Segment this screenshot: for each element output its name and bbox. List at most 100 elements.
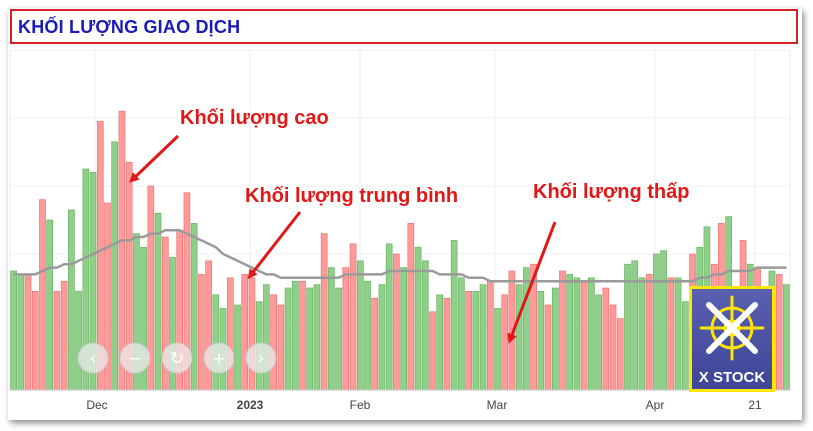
volume-bar-down[interactable]: [277, 304, 285, 391]
volume-bar-down[interactable]: [559, 270, 566, 391]
volume-bar-up[interactable]: [494, 308, 501, 391]
svg-text:−: −: [128, 349, 142, 369]
volume-bar-down[interactable]: [501, 294, 509, 391]
svg-text:‹: ‹: [90, 349, 97, 369]
volume-bar-down[interactable]: [645, 274, 653, 391]
volume-bar-down[interactable]: [299, 280, 306, 391]
volume-bar-up[interactable]: [450, 240, 458, 391]
volume-bar-down[interactable]: [580, 280, 588, 391]
volume-bar-down[interactable]: [241, 274, 249, 391]
volume-bar-down[interactable]: [544, 304, 552, 391]
volume-bar-down[interactable]: [429, 311, 436, 391]
volume-bar-down[interactable]: [226, 277, 234, 391]
volume-bar-down[interactable]: [465, 291, 472, 391]
chevron-right-icon[interactable]: ›: [245, 342, 277, 374]
volume-bar-up[interactable]: [263, 284, 270, 391]
volume-bar-up[interactable]: [356, 260, 364, 391]
volume-bar-up[interactable]: [638, 277, 646, 391]
volume-bar-down[interactable]: [407, 223, 415, 391]
volume-bar-down[interactable]: [198, 274, 205, 391]
volume-bar-up[interactable]: [681, 301, 689, 391]
x-tick-label: 21: [748, 398, 762, 412]
volume-bar-up[interactable]: [537, 291, 545, 391]
zoom-controls: ‹ − ↻ + ›: [77, 342, 277, 374]
volume-bar-down[interactable]: [342, 267, 350, 391]
annotation-high: Khối lượng cao: [180, 107, 329, 129]
volume-bar-up[interactable]: [653, 253, 660, 391]
volume-bar-down[interactable]: [39, 199, 46, 391]
volume-bar-down[interactable]: [248, 277, 256, 391]
volume-bar-up[interactable]: [472, 291, 480, 391]
volume-bar-down[interactable]: [31, 291, 39, 391]
volume-bar-up[interactable]: [154, 212, 162, 391]
volume-bar-up[interactable]: [421, 260, 429, 391]
volume-bar-up[interactable]: [17, 274, 25, 391]
volume-bar-up[interactable]: [660, 250, 667, 391]
volume-bar-up[interactable]: [335, 287, 342, 391]
volume-bar-up[interactable]: [306, 287, 314, 391]
volume-bar-down[interactable]: [60, 280, 68, 391]
volume-bar-up[interactable]: [313, 284, 321, 391]
page-title: KHỐI LƯỢNG GIAO DỊCH: [18, 17, 241, 37]
average-volume-arrow: [247, 211, 302, 280]
volume-bar-up[interactable]: [458, 277, 465, 391]
volume-bar-up[interactable]: [328, 267, 335, 391]
volume-bar-down[interactable]: [320, 233, 328, 391]
volume-bar-up[interactable]: [783, 284, 790, 391]
volume-bar-up[interactable]: [364, 280, 371, 391]
volume-bar-up[interactable]: [111, 141, 119, 391]
volume-bar-up[interactable]: [566, 274, 574, 391]
xstock-logo: X STOCK: [689, 286, 775, 392]
volume-bar-up[interactable]: [515, 284, 523, 391]
zoom-in-icon[interactable]: +: [203, 342, 235, 374]
volume-bar-up[interactable]: [378, 284, 386, 391]
volume-bar-down[interactable]: [667, 277, 675, 391]
volume-bar-down[interactable]: [393, 253, 400, 391]
svg-text:+: +: [212, 349, 226, 369]
volume-bar-up[interactable]: [385, 243, 393, 391]
volume-bar-up[interactable]: [212, 294, 220, 391]
volume-bar-down[interactable]: [53, 291, 61, 391]
annotation-average: Khối lượng trung bình: [245, 185, 458, 207]
volume-bar-down[interactable]: [349, 243, 357, 391]
volume-bar-up[interactable]: [234, 304, 241, 391]
volume-bar-up[interactable]: [291, 280, 299, 391]
volume-bar-down[interactable]: [443, 297, 451, 391]
volume-bar-up[interactable]: [10, 270, 17, 391]
volume-bar-up[interactable]: [75, 291, 82, 391]
volume-bar-up[interactable]: [551, 287, 559, 391]
x-axis-ticks: Dec 2023 Feb Mar Apr 21: [86, 398, 762, 412]
volume-bar-up[interactable]: [68, 209, 75, 391]
volume-bar-up[interactable]: [588, 277, 595, 391]
volume-bar-down[interactable]: [602, 287, 610, 391]
volume-bar-down[interactable]: [616, 318, 624, 391]
volume-bar-down[interactable]: [486, 280, 494, 391]
volume-bar-down[interactable]: [24, 274, 32, 391]
volume-bar-up[interactable]: [284, 287, 292, 391]
chart-grid: [9, 49, 791, 390]
volume-bar-up[interactable]: [414, 246, 422, 391]
reset-icon[interactable]: ↻: [161, 342, 193, 374]
volume-bar-up[interactable]: [46, 219, 54, 391]
chevron-left-icon[interactable]: ‹: [77, 342, 109, 374]
volume-bar-up[interactable]: [674, 277, 682, 391]
volume-bar-up[interactable]: [190, 223, 198, 391]
zoom-out-icon[interactable]: −: [119, 342, 151, 374]
high-volume-arrow: [129, 134, 180, 183]
logo-text: X STOCK: [698, 369, 766, 386]
volume-bar-up[interactable]: [523, 267, 530, 391]
volume-bar-up[interactable]: [436, 294, 444, 391]
x-tick-label: 2023: [237, 398, 264, 412]
ship-wheel-icon: [699, 295, 765, 361]
average-volume-line: [13, 228, 787, 283]
volume-bar-down[interactable]: [270, 294, 277, 391]
volume-bar-up[interactable]: [624, 263, 631, 391]
title-box: KHỐI LƯỢNG GIAO DỊCH: [10, 9, 798, 44]
volume-bar-up[interactable]: [400, 267, 407, 391]
volume-bar-down[interactable]: [371, 297, 379, 391]
volume-bar-down[interactable]: [775, 274, 783, 391]
volume-bar-up[interactable]: [479, 284, 487, 391]
volume-bar-down[interactable]: [609, 304, 617, 391]
volume-bar-up[interactable]: [573, 277, 581, 391]
volume-bar-up[interactable]: [595, 294, 602, 391]
